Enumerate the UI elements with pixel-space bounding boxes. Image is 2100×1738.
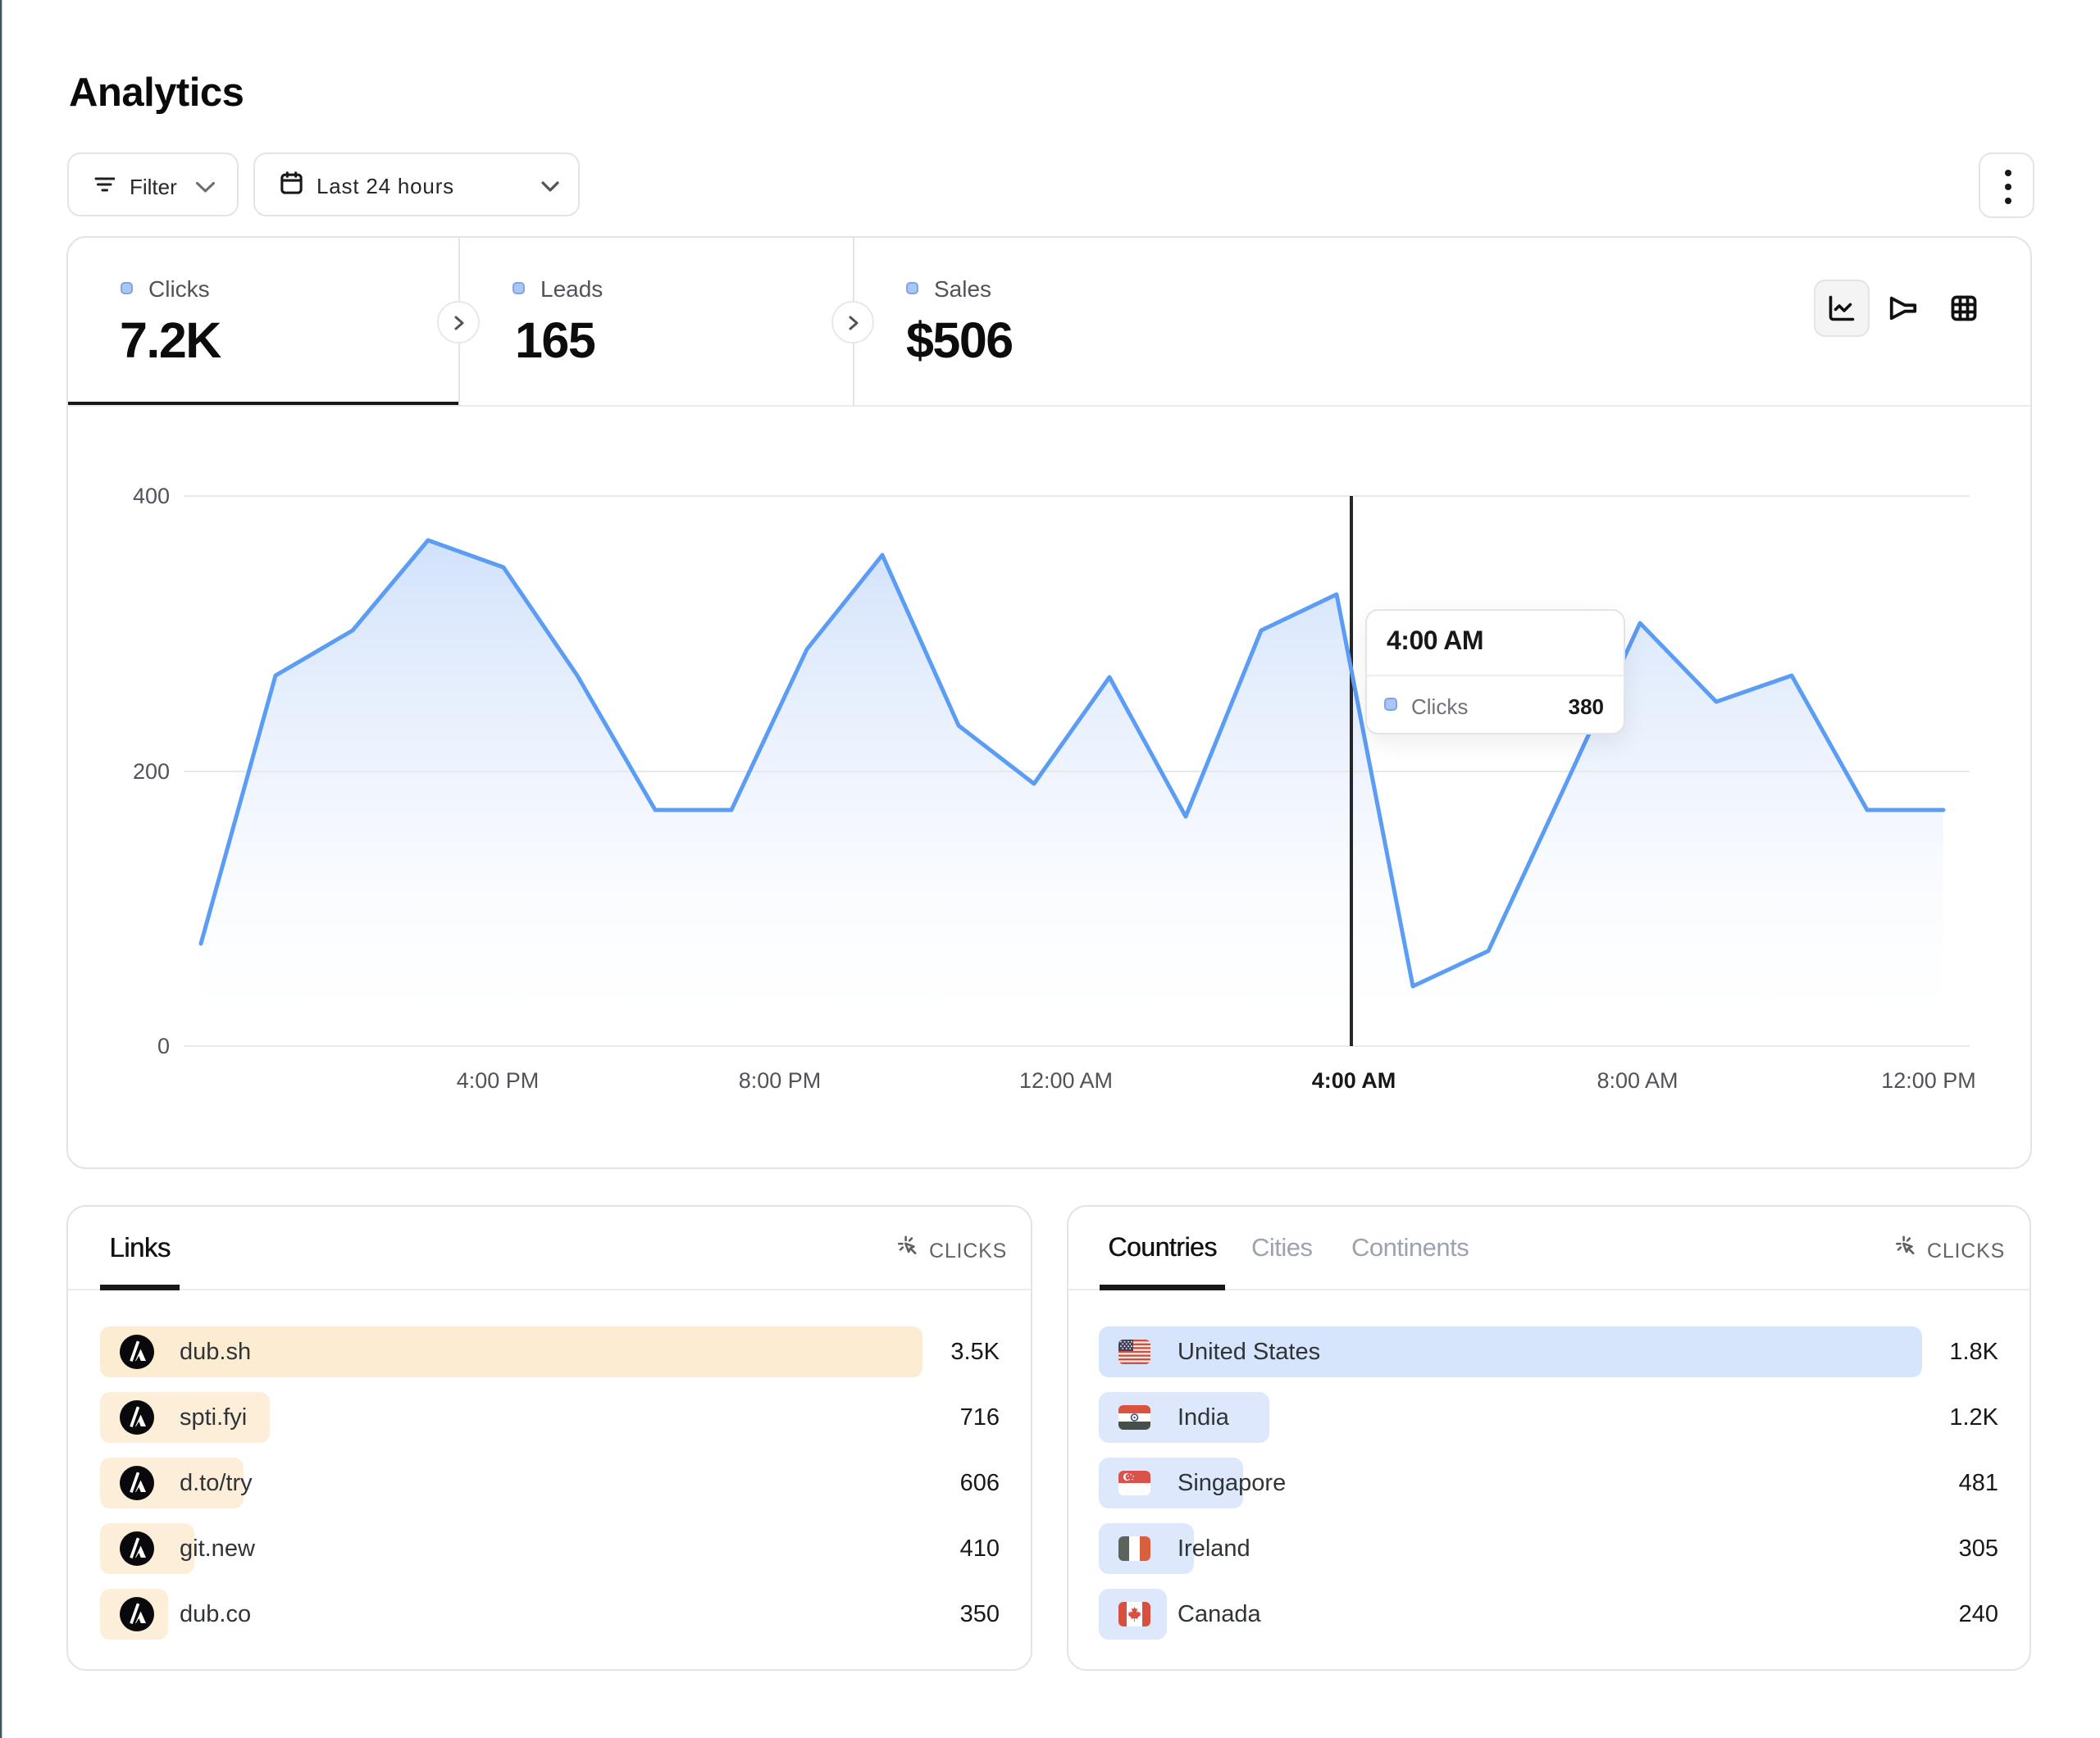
svg-text:8:00 AM: 8:00 AM	[1597, 1068, 1678, 1093]
svg-text:400: 400	[133, 484, 170, 508]
svg-text:4:00 AM: 4:00 AM	[1312, 1068, 1396, 1093]
svg-text:0: 0	[157, 1034, 170, 1058]
svg-text:8:00 PM: 8:00 PM	[739, 1068, 822, 1093]
svg-text:4:00 PM: 4:00 PM	[457, 1068, 540, 1093]
svg-text:12:00 PM: 12:00 PM	[1881, 1068, 1976, 1093]
svg-text:200: 200	[133, 759, 170, 784]
svg-text:12:00 AM: 12:00 AM	[1019, 1068, 1113, 1093]
